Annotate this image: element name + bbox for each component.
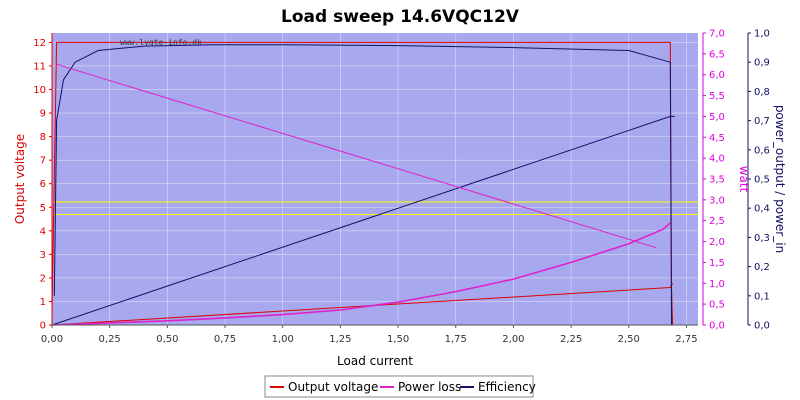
y-right-tick-label-1: 0,1 xyxy=(754,291,770,302)
y-mid-tick-label-7: 3,5 xyxy=(709,175,725,186)
y-left-tick-label-1: 1 xyxy=(40,297,46,308)
y-mid-tick-label-10: 5,0 xyxy=(709,112,725,123)
y-left-tick-label-3: 3 xyxy=(40,250,46,261)
y-mid-tick-label-3: 1,5 xyxy=(709,258,725,269)
plot-area xyxy=(52,33,698,325)
x-tick-label-0: 0,00 xyxy=(41,334,63,345)
x-tick-label-8: 2,00 xyxy=(502,334,524,345)
y-left-tick-label-0: 0 xyxy=(40,321,46,332)
axis-mid: 0,0 0,5 1,0 1,5 2,0 2,5 3,0 3,5 4,0 4,5 5,0 5,5 6,0 6… xyxy=(702,29,725,332)
y-mid-tick-label-2: 1,0 xyxy=(709,279,725,290)
series-reference-line xyxy=(56,63,657,249)
y-mid-tick-label-12: 6,0 xyxy=(709,70,725,81)
x-tick-label-5: 1,25 xyxy=(329,334,351,345)
x-tick-label-10: 2,50 xyxy=(618,334,640,345)
y-mid-tick-label-6: 3,0 xyxy=(709,195,725,206)
y-right-tick-label-2: 0,2 xyxy=(754,262,770,273)
y-right-tick-label-9: 0,9 xyxy=(754,58,770,69)
x-tick-label-4: 1,00 xyxy=(272,334,294,345)
y-right-tick-label-0: 0,0 xyxy=(754,321,770,332)
x-tick-label-11: 2,75 xyxy=(675,334,697,345)
legend-label-efficiency: Efficiency xyxy=(478,380,536,394)
series-power-loss xyxy=(51,222,671,326)
y-right-tick-label-5: 0,5 xyxy=(754,175,770,186)
data-series xyxy=(51,41,675,326)
y-left-tick-label-9: 9 xyxy=(40,109,46,120)
y-mid-label: watt xyxy=(737,166,751,193)
legend: Output voltage Power loss Efficiency xyxy=(264,375,536,398)
y-mid-tick-label-1: 0,5 xyxy=(709,300,725,311)
y-left-tick-label-7: 7 xyxy=(40,156,46,167)
y-mid-tick-label-8: 4,0 xyxy=(709,154,725,165)
y-right-tick-label-4: 0,4 xyxy=(754,204,770,215)
y-left-tick-label-4: 4 xyxy=(40,226,46,237)
x-axis-label: Load current xyxy=(337,354,413,368)
legend-label-output-voltage: Output voltage xyxy=(288,380,378,394)
y-mid-tick-label-4: 2,0 xyxy=(709,237,725,248)
series-efficiency xyxy=(53,44,672,326)
y-left-tick-label-6: 6 xyxy=(40,179,46,190)
chart-title: Load sweep 14.6VQC12V xyxy=(281,7,520,27)
y-right-tick-label-10: 1,0 xyxy=(754,29,770,40)
y-right-tick-label-3: 0,3 xyxy=(754,233,770,244)
y-left-tick-label-10: 10 xyxy=(33,85,46,96)
y-left-label: Output voltage xyxy=(13,134,27,224)
x-tick-label-6: 1,50 xyxy=(387,334,409,345)
axis-right: 0,0 0,1 0,2 0,3 0,4 0,5 0,6 0,7 0,8 0,9 1,0 xyxy=(747,29,770,332)
x-tick-label-3: 0,75 xyxy=(214,334,236,345)
legend-label-power-loss: Power loss xyxy=(398,380,461,394)
x-tick-label-2: 0,50 xyxy=(156,334,178,345)
x-tick-label-1: 0,25 xyxy=(99,334,121,345)
series-input-power xyxy=(51,283,674,326)
y-mid-tick-label-5: 2,5 xyxy=(709,216,725,227)
y-right-tick-label-6: 0,6 xyxy=(754,145,770,156)
y-left-tick-label-5: 5 xyxy=(40,203,46,214)
y-right-label: power_output / power_in xyxy=(773,105,787,253)
reference-lines xyxy=(52,201,698,215)
y-mid-tick-label-9: 4,5 xyxy=(709,133,725,144)
y-left-tick-label-12: 12 xyxy=(33,38,46,49)
y-left-tick-label-11: 11 xyxy=(33,61,46,72)
y-mid-tick-label-11: 5,5 xyxy=(709,91,725,102)
y-mid-tick-label-0: 0,0 xyxy=(709,321,725,332)
y-mid-tick-label-14: 7,0 xyxy=(709,29,725,40)
y-right-tick-label-7: 0,7 xyxy=(754,116,770,127)
x-tick-label-7: 1,75 xyxy=(445,334,467,345)
y-left-tick-label-2: 2 xyxy=(40,273,46,284)
y-right-tick-label-8: 0,8 xyxy=(754,87,770,98)
watermark: www.lygte-info.dk xyxy=(120,38,202,47)
y-mid-tick-label-13: 6,5 xyxy=(709,49,725,60)
x-tick-label-9: 2,25 xyxy=(560,334,582,345)
legend-box xyxy=(264,375,534,398)
axis-x: 0,00 0,25 0,50 0,75 1,00 1,25 1,50 1,75 2,00 2,25… xyxy=(41,324,698,345)
y-left-tick-label-8: 8 xyxy=(40,132,46,143)
